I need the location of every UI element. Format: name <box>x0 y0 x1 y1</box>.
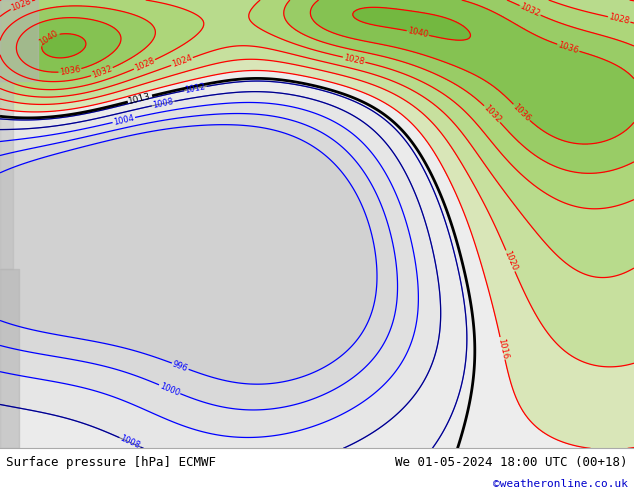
Text: 1040: 1040 <box>407 26 429 40</box>
Text: 1032: 1032 <box>519 2 541 19</box>
Text: 1008: 1008 <box>119 434 141 451</box>
Text: 1013: 1013 <box>127 92 152 106</box>
Text: 1012: 1012 <box>184 82 207 95</box>
Text: 1020: 1020 <box>502 249 519 272</box>
Text: 1008: 1008 <box>152 97 174 110</box>
Text: 1024: 1024 <box>171 54 193 69</box>
Text: Surface pressure [hPa] ECMWF: Surface pressure [hPa] ECMWF <box>6 456 216 469</box>
Text: 1028: 1028 <box>133 56 156 73</box>
Text: 1028: 1028 <box>608 12 630 26</box>
Text: 1040: 1040 <box>37 28 60 48</box>
Text: 1016: 1016 <box>496 337 509 360</box>
Text: 1028: 1028 <box>10 0 33 13</box>
Text: 1036: 1036 <box>511 102 533 123</box>
Text: 1032: 1032 <box>482 103 503 124</box>
Text: 1036: 1036 <box>557 40 579 55</box>
Text: 996: 996 <box>171 359 189 373</box>
Text: 1004: 1004 <box>113 113 135 126</box>
Text: We 01-05-2024 18:00 UTC (00+18): We 01-05-2024 18:00 UTC (00+18) <box>395 456 628 469</box>
Text: 1000: 1000 <box>158 381 181 397</box>
Text: 1032: 1032 <box>91 64 113 80</box>
Text: 1028: 1028 <box>343 53 365 67</box>
Text: ©weatheronline.co.uk: ©weatheronline.co.uk <box>493 479 628 489</box>
Text: 1036: 1036 <box>59 65 81 77</box>
